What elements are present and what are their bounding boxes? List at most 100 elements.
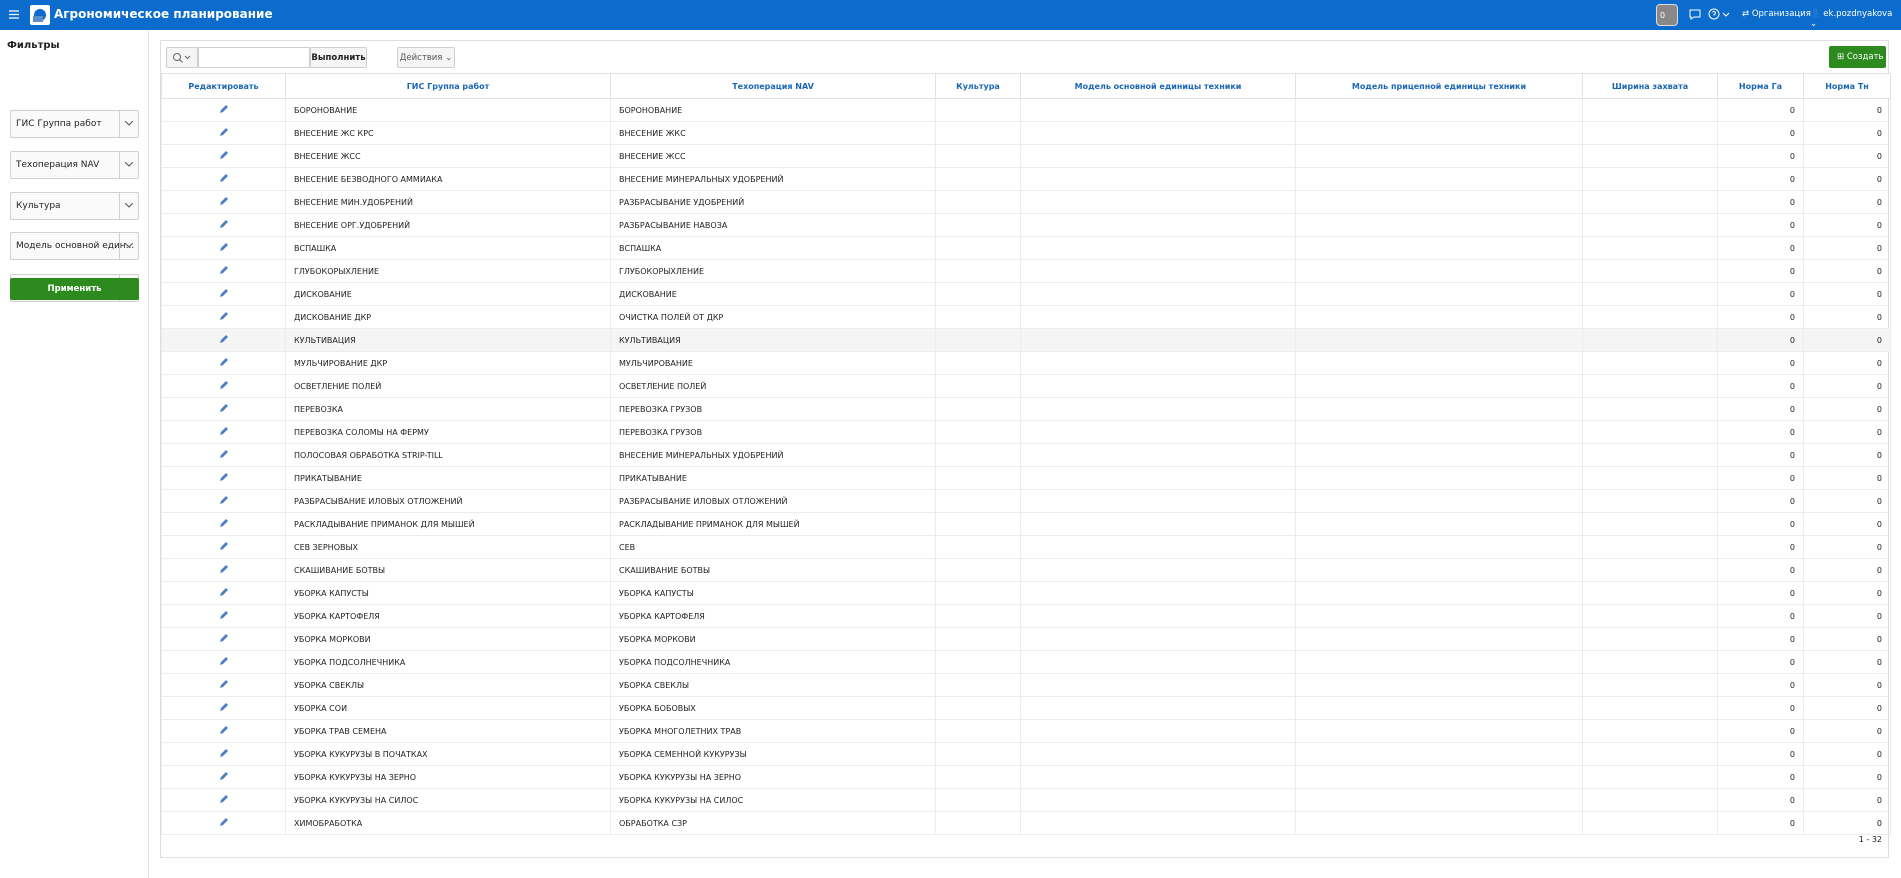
create-button[interactable]: ⊞ Создать — [1829, 46, 1886, 68]
edit-icon[interactable] — [219, 288, 229, 298]
gis-cell: УБОРКА МОРКОВИ — [285, 627, 611, 651]
filter-select[interactable]: Культура — [10, 192, 139, 220]
edit-cell — [161, 213, 286, 237]
edit-cell — [161, 328, 286, 352]
edit-icon[interactable] — [219, 610, 229, 620]
edit-icon[interactable] — [219, 334, 229, 344]
norma-ga-cell: 0 — [1717, 512, 1804, 536]
column-header[interactable]: Культура — [935, 73, 1021, 99]
empty-cell — [1582, 305, 1718, 329]
edit-cell — [161, 236, 286, 260]
edit-icon[interactable] — [219, 150, 229, 160]
chat-icon[interactable] — [1689, 9, 1701, 20]
edit-icon[interactable] — [219, 679, 229, 689]
nav-cell: УБОРКА СЕМЕННОЙ КУКУРУЗЫ — [610, 742, 936, 766]
edit-icon[interactable] — [219, 495, 229, 505]
gis-cell: СЕВ ЗЕРНОВЫХ — [285, 535, 611, 559]
notifications[interactable]: 0 — [1656, 4, 1678, 26]
norma-tn-cell: 0 — [1803, 144, 1891, 168]
column-header[interactable]: Техоперация NAV — [610, 73, 936, 99]
norma-tn-cell: 0 — [1803, 673, 1891, 697]
edit-icon[interactable] — [219, 104, 229, 114]
column-header[interactable]: Норма Га — [1717, 73, 1804, 99]
nav-cell: УБОРКА МНОГОЛЕТНИХ ТРАВ — [610, 719, 936, 743]
user-menu[interactable]: 👤 ek.pozdnyakova ⌄ — [1810, 9, 1893, 29]
norma-tn-cell: 0 — [1803, 305, 1891, 329]
edit-icon[interactable] — [219, 357, 229, 367]
empty-cell — [1582, 696, 1718, 720]
edit-icon[interactable] — [219, 656, 229, 666]
norma-ga-cell: 0 — [1717, 397, 1804, 421]
search-input[interactable] — [198, 47, 310, 68]
edit-icon[interactable] — [219, 794, 229, 804]
menu-icon[interactable] — [9, 10, 19, 19]
edit-icon[interactable] — [219, 242, 229, 252]
edit-icon[interactable] — [219, 472, 229, 482]
column-header[interactable]: Норма Тн — [1803, 73, 1891, 99]
edit-icon[interactable] — [219, 587, 229, 597]
edit-icon[interactable] — [219, 265, 229, 275]
empty-cell — [1020, 489, 1296, 513]
empty-cell — [1020, 98, 1296, 122]
column-header[interactable]: ГИС Группа работ — [285, 73, 611, 99]
column-header[interactable]: Модель основной единицы техники — [1020, 73, 1296, 99]
empty-cell — [1582, 788, 1718, 812]
app-title[interactable]: Агрономическое планирование — [54, 7, 273, 21]
empty-cell — [935, 259, 1021, 283]
edit-icon[interactable] — [219, 127, 229, 137]
table-row: КУЛЬТИВАЦИЯ КУЛЬТИВАЦИЯ 0 0 — [161, 328, 1891, 352]
edit-icon[interactable] — [219, 518, 229, 528]
empty-cell — [1020, 558, 1296, 582]
empty-cell — [1020, 512, 1296, 536]
filter-select[interactable]: Модель основной един... — [10, 232, 139, 260]
edit-icon[interactable] — [219, 311, 229, 321]
empty-cell — [1295, 443, 1583, 467]
edit-icon[interactable] — [219, 748, 229, 758]
filter-select[interactable]: ГИС Группа работ — [10, 110, 139, 138]
search-column-button[interactable] — [166, 47, 198, 68]
edit-icon[interactable] — [219, 449, 229, 459]
column-header[interactable]: Модель прицепной единицы техники — [1295, 73, 1583, 99]
edit-icon[interactable] — [219, 702, 229, 712]
help-icon[interactable] — [1708, 8, 1730, 20]
norma-tn-cell: 0 — [1803, 351, 1891, 375]
column-header[interactable]: Ширина захвата — [1582, 73, 1718, 99]
edit-icon[interactable] — [219, 380, 229, 390]
empty-cell — [935, 765, 1021, 789]
edit-icon[interactable] — [219, 771, 229, 781]
edit-icon[interactable] — [219, 541, 229, 551]
edit-icon[interactable] — [219, 173, 229, 183]
edit-icon[interactable] — [219, 817, 229, 827]
norma-tn-cell: 0 — [1803, 236, 1891, 260]
go-button[interactable]: Выполнить — [310, 47, 367, 68]
edit-icon[interactable] — [219, 219, 229, 229]
org-menu[interactable]: ⇄ Организация — [1742, 9, 1811, 19]
norma-tn-cell: 0 — [1803, 811, 1891, 835]
norma-ga-cell: 0 — [1717, 765, 1804, 789]
empty-cell — [935, 98, 1021, 122]
filter-label: Техоперация NAV — [16, 160, 100, 170]
edit-icon[interactable] — [219, 633, 229, 643]
edit-icon[interactable] — [219, 196, 229, 206]
empty-cell — [1582, 673, 1718, 697]
empty-cell — [935, 420, 1021, 444]
edit-icon[interactable] — [219, 403, 229, 413]
actions-label: Действия — [399, 53, 443, 63]
empty-cell — [1582, 719, 1718, 743]
empty-cell — [1020, 650, 1296, 674]
filter-select[interactable]: Техоперация NAV — [10, 151, 139, 179]
empty-cell — [1020, 351, 1296, 375]
edit-icon[interactable] — [219, 725, 229, 735]
edit-icon[interactable] — [219, 426, 229, 436]
column-header[interactable]: Редактировать — [161, 73, 286, 99]
edit-icon[interactable] — [219, 564, 229, 574]
nav-cell: МУЛЬЧИРОВАНИЕ — [610, 351, 936, 375]
apply-button[interactable]: Применить — [10, 278, 139, 300]
empty-cell — [1582, 420, 1718, 444]
empty-cell — [1582, 144, 1718, 168]
actions-button[interactable]: Действия ⌄ — [397, 47, 455, 68]
empty-cell — [935, 489, 1021, 513]
norma-tn-cell: 0 — [1803, 627, 1891, 651]
empty-cell — [935, 282, 1021, 306]
